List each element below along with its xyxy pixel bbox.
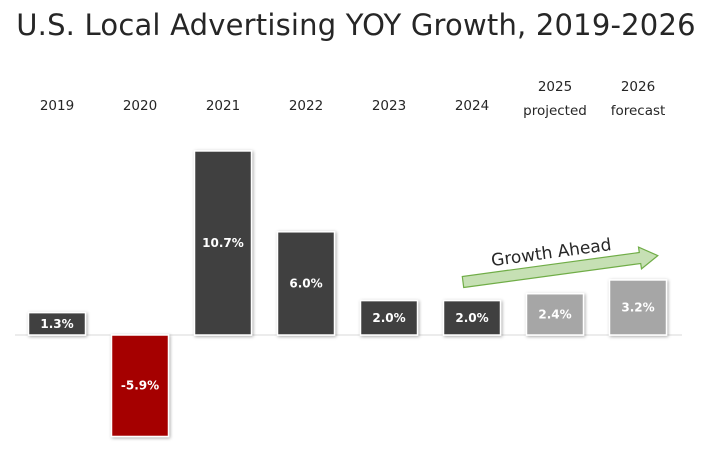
data-label-2023: 2.0% (372, 311, 405, 325)
bar-2024 (442, 299, 502, 336)
data-label-2020: -5.9% (121, 379, 159, 393)
category-label-2025: 2025 (538, 79, 572, 95)
data-label-2026: 3.2% (621, 300, 654, 314)
growth-arrow-icon (461, 246, 659, 289)
category-label-2019: 2019 (40, 98, 74, 114)
category-label-2024: 2024 (455, 98, 489, 114)
bar-2019 (27, 311, 87, 336)
data-label-2019: 1.3% (40, 317, 73, 331)
bar-2025 (525, 292, 585, 336)
data-label-2025: 2.4% (538, 307, 571, 321)
data-label-2024: 2.0% (455, 311, 488, 325)
category-label-2023: 2023 (372, 98, 406, 114)
bar-2023 (359, 299, 419, 336)
data-label-2022: 6.0% (289, 276, 322, 290)
chart-title: U.S. Local Advertising YOY Growth, 2019-… (16, 8, 696, 42)
category-label-2022: 2022 (289, 98, 323, 114)
category-label-2026-line2: forecast (611, 103, 666, 119)
bar-2022 (276, 231, 336, 336)
category-label-2021: 2021 (206, 98, 240, 114)
data-label-2021: 10.7% (202, 236, 244, 250)
bar-2020 (110, 334, 170, 438)
bar-2026 (608, 279, 668, 336)
bar-2021 (193, 150, 253, 336)
category-label-2025-line2: projected (523, 103, 587, 119)
category-label-2026: 2026 (621, 79, 655, 95)
category-label-2020: 2020 (123, 98, 157, 114)
